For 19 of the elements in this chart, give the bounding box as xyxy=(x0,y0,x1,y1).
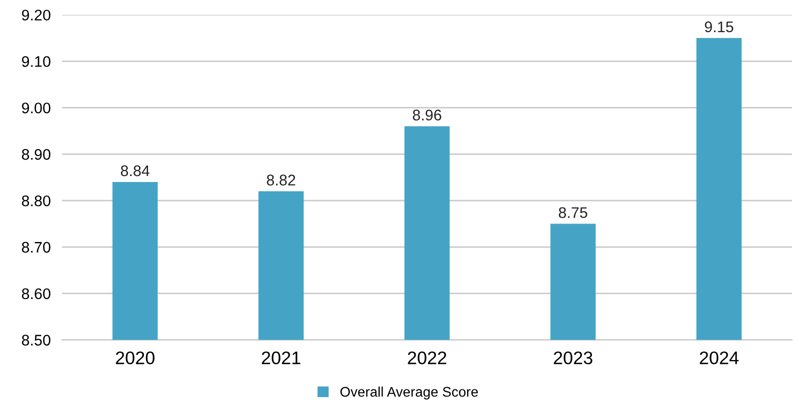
x-tick-label: 2024 xyxy=(700,351,739,364)
y-tick-label: 9.00 xyxy=(22,102,50,114)
y-tick-label: 8.90 xyxy=(22,149,50,160)
y-tick-label: 8.80 xyxy=(22,195,50,206)
data-label: 8.84 xyxy=(120,165,150,176)
data-label: 8.82 xyxy=(266,174,296,186)
x-tick-label: 2022 xyxy=(408,351,446,364)
x-tick-label: 2023 xyxy=(554,351,592,364)
data-label: 9.15 xyxy=(704,21,734,32)
y-tick-label: 9.10 xyxy=(22,56,50,67)
y-tick-label: 8.60 xyxy=(22,288,50,300)
x-tick-label: 2020 xyxy=(116,351,154,364)
x-tick-label: 2021 xyxy=(262,351,300,364)
y-tick-label: 8.70 xyxy=(22,242,50,253)
legend-label: Overall Average Score xyxy=(340,386,478,400)
data-label: 8.75 xyxy=(558,207,588,218)
y-tick-label: 8.50 xyxy=(22,334,50,346)
data-label: 8.96 xyxy=(412,110,442,120)
y-tick-label: 9.20 xyxy=(22,10,50,21)
